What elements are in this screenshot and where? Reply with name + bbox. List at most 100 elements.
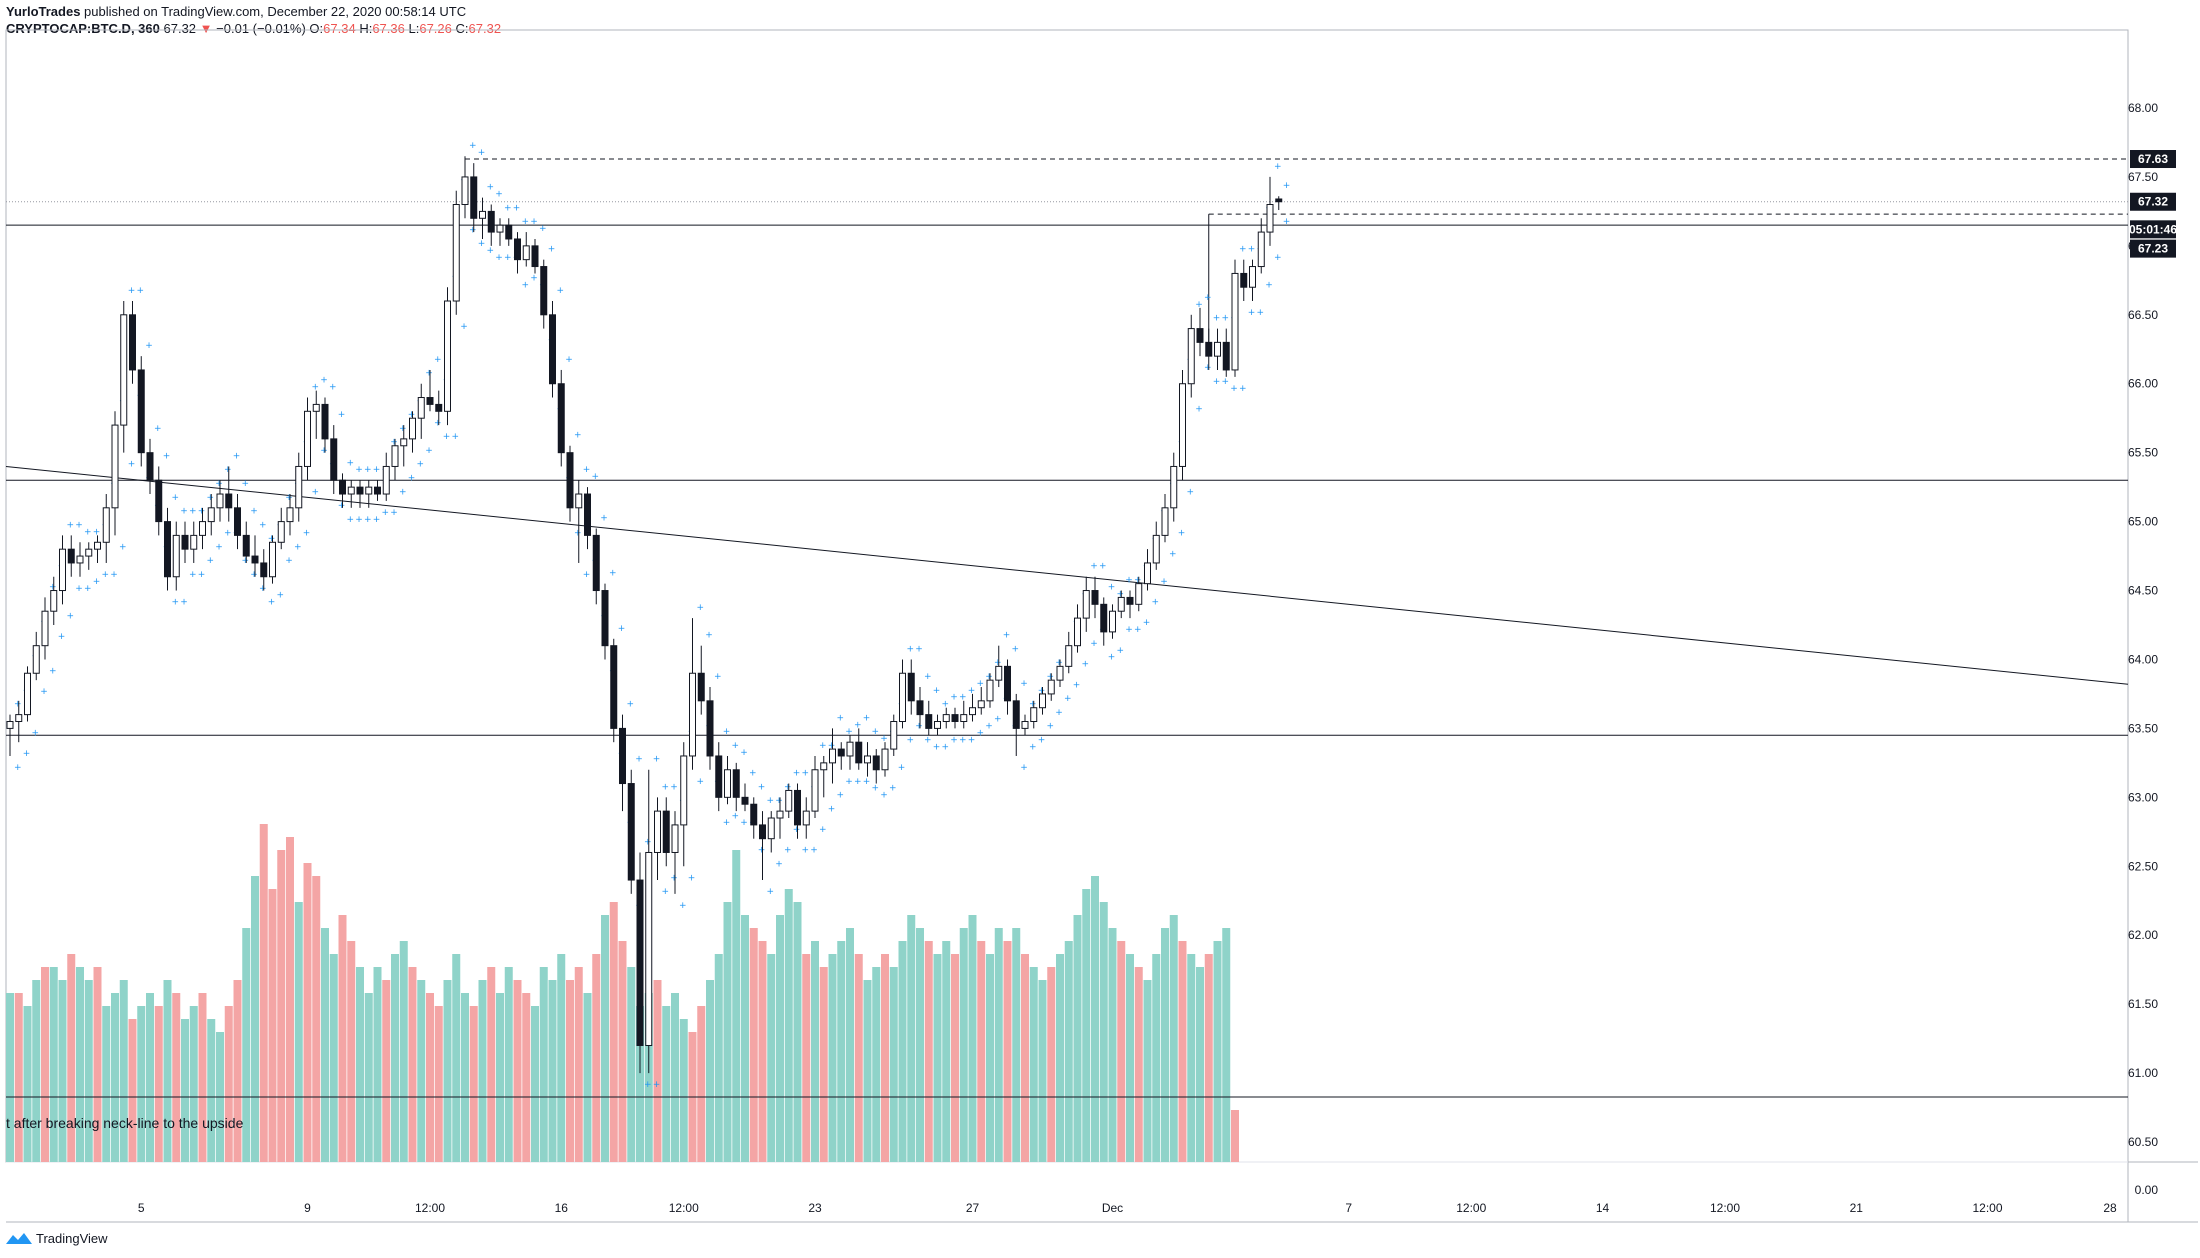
volume-bar[interactable] bbox=[321, 928, 329, 1162]
volume-bar[interactable] bbox=[1152, 954, 1161, 1162]
volume-bar[interactable] bbox=[408, 967, 417, 1162]
volume-bar[interactable] bbox=[1222, 928, 1231, 1162]
volume-bar[interactable] bbox=[1196, 967, 1204, 1162]
candle[interactable] bbox=[1100, 603, 1108, 633]
volume-bar[interactable] bbox=[6, 993, 14, 1162]
volume-bar[interactable] bbox=[426, 993, 434, 1162]
candle[interactable] bbox=[715, 755, 723, 798]
volume-bar[interactable] bbox=[1082, 889, 1091, 1162]
volume-bar[interactable] bbox=[189, 1006, 198, 1162]
volume-bar[interactable] bbox=[644, 993, 653, 1162]
candle[interactable] bbox=[400, 438, 408, 447]
volume-bar[interactable] bbox=[478, 980, 487, 1162]
volume-bar[interactable] bbox=[1117, 941, 1126, 1162]
volume-bar[interactable] bbox=[259, 824, 268, 1162]
volume-bar[interactable] bbox=[749, 928, 758, 1162]
volume-bar[interactable] bbox=[14, 993, 23, 1162]
volume-bar[interactable] bbox=[181, 1019, 189, 1162]
candle[interactable] bbox=[1196, 328, 1204, 343]
volume-bar[interactable] bbox=[347, 941, 356, 1162]
candle[interactable] bbox=[1091, 590, 1099, 605]
volume-bar[interactable] bbox=[706, 980, 714, 1162]
volume-bar[interactable] bbox=[959, 928, 968, 1162]
candle[interactable] bbox=[181, 534, 189, 550]
candle[interactable] bbox=[986, 679, 994, 702]
symbol-label[interactable]: CRYPTOCAP:BTC.D, 360 bbox=[6, 21, 160, 36]
candle[interactable] bbox=[164, 521, 171, 578]
candle[interactable] bbox=[277, 521, 285, 543]
candle[interactable] bbox=[627, 783, 635, 881]
candle[interactable] bbox=[1214, 341, 1221, 357]
candle[interactable] bbox=[934, 721, 941, 729]
volume-bar[interactable] bbox=[1038, 980, 1047, 1162]
candle[interactable] bbox=[242, 534, 250, 557]
volume-bar[interactable] bbox=[1108, 928, 1117, 1162]
candle[interactable] bbox=[286, 507, 294, 523]
candle[interactable] bbox=[671, 824, 679, 853]
candle[interactable] bbox=[837, 748, 845, 757]
candle[interactable] bbox=[969, 707, 976, 716]
volume-bar[interactable] bbox=[443, 980, 452, 1162]
candle[interactable] bbox=[872, 755, 880, 771]
price-tag[interactable] bbox=[2130, 220, 2176, 239]
volume-bar[interactable] bbox=[1012, 928, 1021, 1162]
volume-bar[interactable] bbox=[1134, 967, 1143, 1162]
volume-bar[interactable] bbox=[294, 902, 303, 1162]
volume-bar[interactable] bbox=[1029, 967, 1038, 1162]
candle[interactable] bbox=[1222, 341, 1230, 371]
candle[interactable] bbox=[1074, 617, 1081, 647]
volume-bar[interactable] bbox=[286, 837, 294, 1162]
volume-bar[interactable] bbox=[1169, 915, 1178, 1162]
volume-bar[interactable] bbox=[513, 980, 522, 1162]
candle[interactable] bbox=[365, 486, 373, 495]
volume-bar[interactable] bbox=[627, 967, 636, 1162]
candle[interactable] bbox=[899, 672, 906, 723]
volume-bar[interactable] bbox=[399, 941, 408, 1162]
candle[interactable] bbox=[1205, 341, 1213, 357]
volume-bar[interactable] bbox=[172, 993, 181, 1162]
volume-bar[interactable] bbox=[102, 1006, 111, 1162]
volume-bar[interactable] bbox=[1231, 1110, 1239, 1162]
candle[interactable] bbox=[1135, 583, 1143, 605]
candle[interactable] bbox=[802, 810, 810, 826]
volume-bar[interactable] bbox=[557, 954, 566, 1162]
volume-bar[interactable] bbox=[373, 967, 382, 1162]
candle[interactable] bbox=[706, 700, 714, 757]
volume-bar[interactable] bbox=[539, 967, 548, 1162]
candle[interactable] bbox=[531, 245, 539, 268]
candle[interactable] bbox=[312, 403, 320, 412]
volume-bar[interactable] bbox=[933, 954, 942, 1162]
candle[interactable] bbox=[662, 810, 670, 853]
candle[interactable] bbox=[1021, 721, 1029, 729]
volume-bar[interactable] bbox=[951, 954, 959, 1162]
candle[interactable] bbox=[1082, 590, 1090, 619]
candle[interactable] bbox=[846, 741, 854, 757]
candle[interactable] bbox=[1117, 596, 1125, 612]
volume-bar[interactable] bbox=[723, 902, 732, 1162]
candle[interactable] bbox=[1004, 665, 1011, 702]
volume-bar[interactable] bbox=[58, 980, 67, 1162]
volume-bar[interactable] bbox=[1126, 954, 1134, 1162]
volume-bar[interactable] bbox=[548, 980, 557, 1162]
candle[interactable] bbox=[260, 562, 268, 578]
candle[interactable] bbox=[1249, 266, 1256, 288]
candle[interactable] bbox=[645, 851, 653, 1046]
candle[interactable] bbox=[374, 486, 381, 495]
price-tag[interactable] bbox=[2130, 150, 2176, 169]
candle[interactable] bbox=[1231, 272, 1239, 371]
candle[interactable] bbox=[601, 590, 609, 647]
volume-bar[interactable] bbox=[128, 1019, 137, 1162]
volume-bar[interactable] bbox=[338, 915, 347, 1162]
candle[interactable] bbox=[549, 314, 556, 385]
volume-bar[interactable] bbox=[224, 1006, 233, 1162]
candle[interactable] bbox=[409, 417, 416, 440]
volume-bar[interactable] bbox=[863, 980, 872, 1162]
candle[interactable] bbox=[925, 714, 933, 729]
volume-bar[interactable] bbox=[609, 902, 618, 1162]
volume-bar[interactable] bbox=[452, 954, 461, 1162]
candle[interactable] bbox=[750, 803, 758, 826]
volume-bar[interactable] bbox=[994, 928, 1003, 1162]
volume-bar[interactable] bbox=[504, 967, 513, 1162]
candle[interactable] bbox=[785, 789, 793, 812]
volume-bar[interactable] bbox=[968, 915, 977, 1162]
